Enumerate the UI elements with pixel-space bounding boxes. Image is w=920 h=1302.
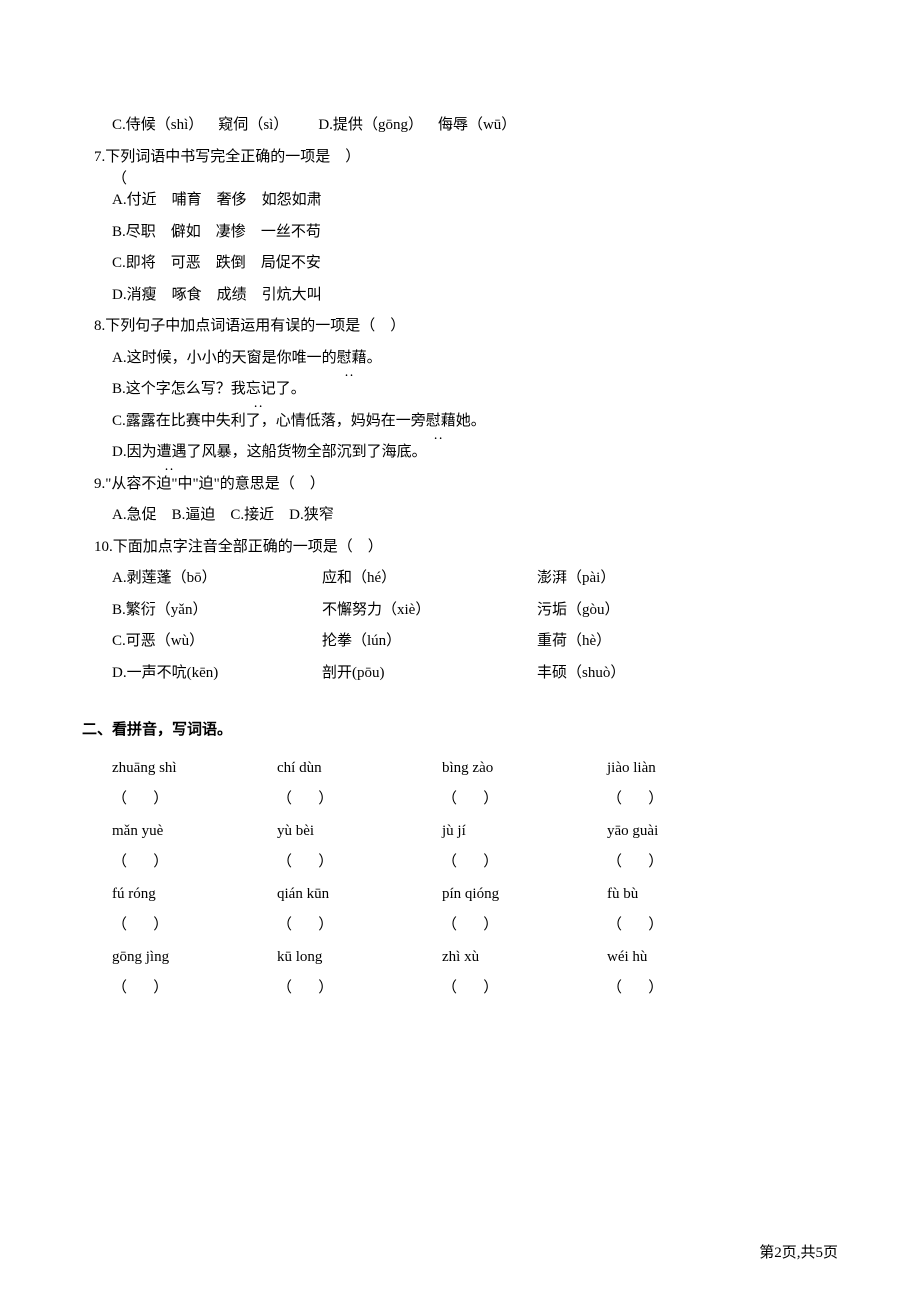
q7-stem: 7.下列词语中书写完全正确的一项是 ） xyxy=(94,142,838,174)
q7-c: C.即将 可恶 跌倒 局促不安 xyxy=(112,248,838,280)
q9-stem: 9."从容不迫"中"迫"的意思是（ ） xyxy=(94,469,838,501)
q10-d: D.一声不吭(kēn)剖开(pōu)丰硕（shuò） xyxy=(112,658,838,690)
pinyin-row: zhuāng shìchí dùnbìng zàojiào liàn xyxy=(112,753,838,785)
q8-c: C.露露在比赛中失利了，心情低落，妈妈在一旁慰藉．．她。 xyxy=(112,406,838,438)
q7-a: A.付近 哺育 奢侈 如怨如肃 xyxy=(112,185,838,217)
q8-b: B.这个字怎么写？我忘记．．了。 xyxy=(112,374,838,406)
q10-b: B.繁衍（yǎn）不懈努力（xiè）污垢（gòu） xyxy=(112,595,838,627)
pinyin-row: gōng jìngkū longzhì xùwéi hù xyxy=(112,942,838,974)
blank-row: （ ）（ ）（ ）（ ） xyxy=(112,847,838,879)
q10-c: C.可恶（wù）抡拳（lún）重荷（hè） xyxy=(112,626,838,658)
pinyin-row: fú róngqián kūnpín qióngfù bù xyxy=(112,879,838,911)
q10-a: A.剥莲蓬（bō）应和（hé）澎湃（pài） xyxy=(112,563,838,595)
q7-d: D.消瘦 啄食 成绩 引炕大叫 xyxy=(112,280,838,312)
pinyin-grid: zhuāng shìchí dùnbìng zàojiào liàn （ ）（ … xyxy=(112,753,838,1005)
q10-stem: 10.下面加点字注音全部正确的一项是（ ） xyxy=(94,532,838,564)
q8-d: D.因为遭遇．．了风暴，这船货物全部沉到了海底。 xyxy=(112,437,838,469)
section2-title: 二、看拼音，写词语。 xyxy=(82,715,838,747)
q7-sub: （ xyxy=(112,173,838,185)
blank-row: （ ）（ ）（ ）（ ） xyxy=(112,784,838,816)
blank-row: （ ）（ ）（ ）（ ） xyxy=(112,910,838,942)
q9-options: A.急促 B.逼迫 C.接近 D.狭窄 xyxy=(112,500,838,532)
q8-stem: 8.下列句子中加点词语运用有误的一项是（ ） xyxy=(94,311,838,343)
blank-row: （ ）（ ）（ ）（ ） xyxy=(112,973,838,1005)
q8-a: A.这时候，小小的天窗是你唯一的慰藉．．。 xyxy=(112,343,838,375)
document-page: C.侍候（shì） 窥伺（sì） D.提供（gōng） 侮辱（wū） 7.下列词… xyxy=(0,0,920,1065)
page-number: 第2页,共5页 xyxy=(759,1241,838,1262)
pinyin-row: mǎn yuèyù bèijù jíyāo guài xyxy=(112,816,838,848)
q6-option-c-d: C.侍候（shì） 窥伺（sì） D.提供（gōng） 侮辱（wū） xyxy=(112,110,838,142)
q7-b: B.尽职 僻如 凄惨 一丝不苟 xyxy=(112,217,838,249)
